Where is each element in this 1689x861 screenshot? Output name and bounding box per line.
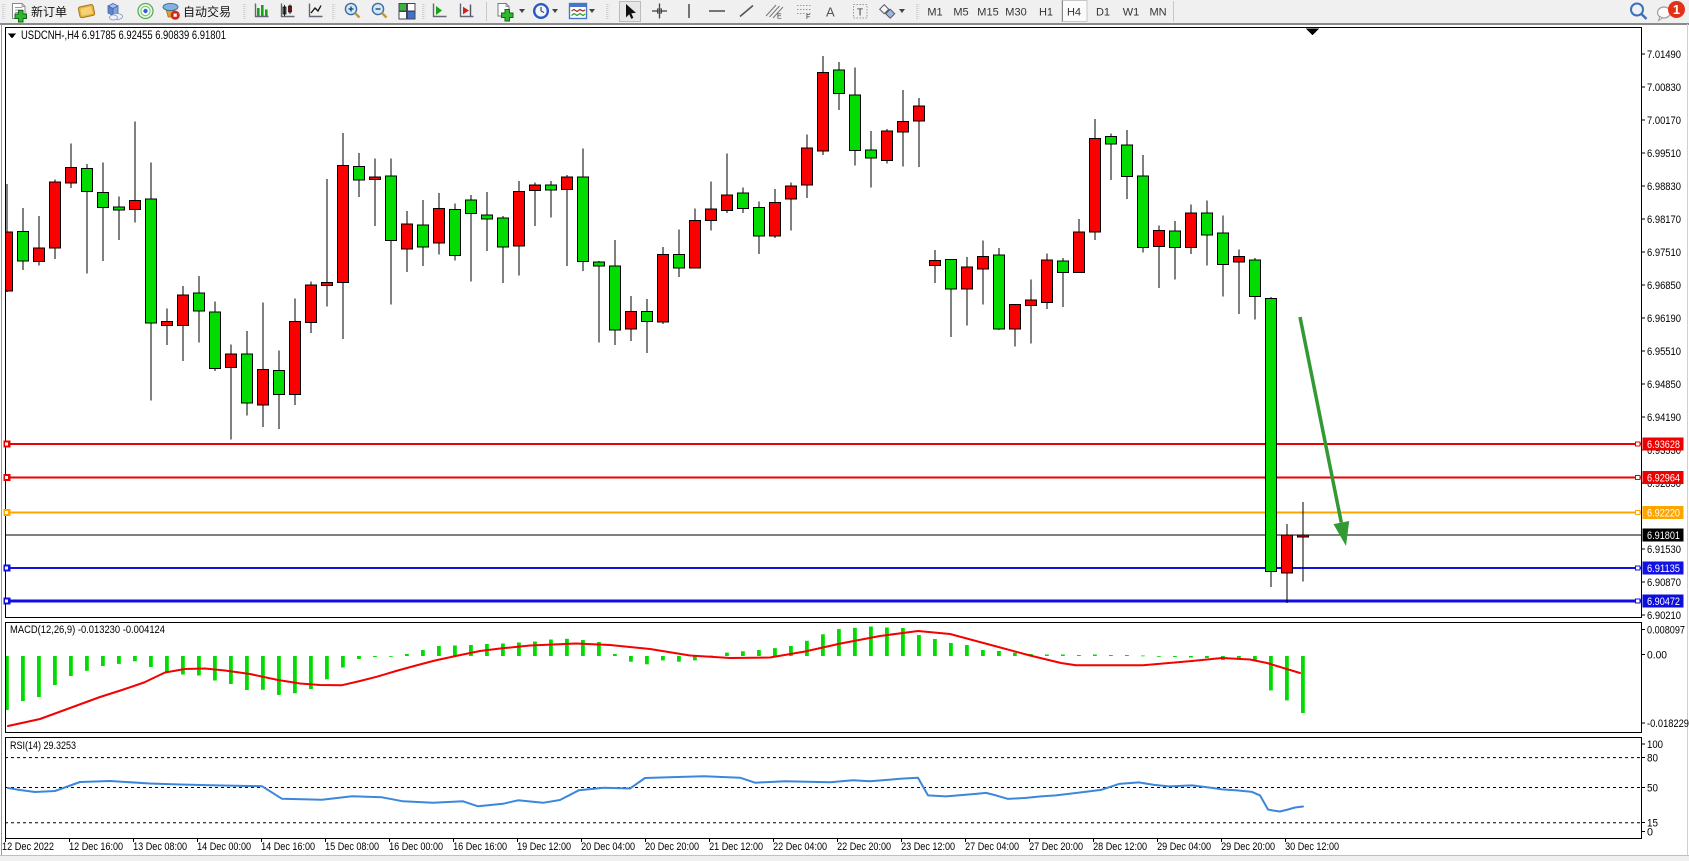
svg-text:H4: H4 [1067,7,1081,19]
svg-text:27 Dec 20:00: 27 Dec 20:00 [1029,841,1083,853]
svg-text:7.00830: 7.00830 [1647,82,1681,94]
svg-text:20 Dec 04:00: 20 Dec 04:00 [581,841,635,853]
svg-text:6.90210: 6.90210 [1647,610,1681,622]
svg-text:29 Dec 20:00: 29 Dec 20:00 [1221,841,1275,853]
svg-text:T: T [857,8,863,19]
svg-text:27 Dec 04:00: 27 Dec 04:00 [965,841,1019,853]
svg-text:MACD(12,26,9) -0.013230 -0.004: MACD(12,26,9) -0.013230 -0.004124 [10,624,165,636]
svg-text:80: 80 [1647,753,1658,765]
svg-text:30 Dec 12:00: 30 Dec 12:00 [1285,841,1339,853]
svg-text:6.98170: 6.98170 [1647,214,1681,226]
svg-text:6.91135: 6.91135 [1647,563,1680,575]
svg-text:0: 0 [1647,826,1653,838]
svg-text:100: 100 [1647,739,1663,751]
svg-text:6.92220: 6.92220 [1647,508,1680,520]
svg-text:6.99510: 6.99510 [1647,148,1681,160]
svg-text:M1: M1 [927,7,942,19]
svg-text:6.92964: 6.92964 [1647,473,1680,485]
svg-text:14 Dec 00:00: 14 Dec 00:00 [197,841,251,853]
svg-text:15 Dec 08:00: 15 Dec 08:00 [325,841,379,853]
svg-text:新订单: 新订单 [31,4,67,19]
svg-text:USDCNH-,H4 6.91785 6.92455 6.: USDCNH-,H4 6.91785 6.92455 6.90839 6.918… [21,30,226,42]
svg-text:0.008097: 0.008097 [1647,625,1685,637]
svg-text:-0.018229: -0.018229 [1647,718,1689,730]
svg-text:自动交易: 自动交易 [183,4,231,19]
svg-text:W1: W1 [1123,7,1140,19]
svg-text:16 Dec 16:00: 16 Dec 16:00 [453,841,507,853]
svg-text:13 Dec 08:00: 13 Dec 08:00 [133,841,187,853]
svg-text:6.90472: 6.90472 [1647,596,1680,608]
svg-text:21 Dec 12:00: 21 Dec 12:00 [709,841,763,853]
svg-text:19 Dec 12:00: 19 Dec 12:00 [517,841,571,853]
svg-text:6.93628: 6.93628 [1647,439,1680,451]
svg-text:0.00: 0.00 [1647,650,1667,662]
svg-text:D1: D1 [1096,7,1110,19]
svg-text:22 Dec 20:00: 22 Dec 20:00 [837,841,891,853]
svg-text:12 Dec 2022: 12 Dec 2022 [2,841,54,853]
svg-text:RSI(14) 29.3253: RSI(14) 29.3253 [10,740,76,752]
svg-text:M5: M5 [953,7,968,19]
svg-text:7.00170: 7.00170 [1647,115,1681,127]
svg-text:6.94850: 6.94850 [1647,379,1681,391]
svg-text:6.90870: 6.90870 [1647,577,1681,589]
svg-text:6.91530: 6.91530 [1647,544,1681,556]
svg-text:28 Dec 12:00: 28 Dec 12:00 [1093,841,1147,853]
svg-text:7.01490: 7.01490 [1647,49,1681,61]
svg-text:M15: M15 [977,7,998,19]
svg-text:F: F [806,14,810,21]
svg-text:15: 15 [1647,818,1658,830]
svg-text:6.98830: 6.98830 [1647,181,1681,193]
svg-text:6.91801: 6.91801 [1647,530,1680,542]
svg-text:6.95510: 6.95510 [1647,346,1681,358]
svg-text:6.97510: 6.97510 [1647,247,1681,259]
svg-text:MN: MN [1149,7,1166,19]
svg-text:14 Dec 16:00: 14 Dec 16:00 [261,841,315,853]
svg-text:H1: H1 [1039,7,1053,19]
svg-text:20 Dec 20:00: 20 Dec 20:00 [645,841,699,853]
svg-text:16 Dec 00:00: 16 Dec 00:00 [389,841,443,853]
svg-text:50: 50 [1647,783,1658,795]
svg-text:M30: M30 [1005,7,1026,19]
svg-text:A: A [826,5,835,20]
svg-text:6.96850: 6.96850 [1647,280,1681,292]
svg-text:29 Dec 04:00: 29 Dec 04:00 [1157,841,1211,853]
svg-text:E: E [777,14,782,21]
svg-text:23 Dec 12:00: 23 Dec 12:00 [901,841,955,853]
svg-text:22 Dec 04:00: 22 Dec 04:00 [773,841,827,853]
svg-text:6.94190: 6.94190 [1647,412,1681,424]
svg-text:6.96190: 6.96190 [1647,313,1681,325]
svg-text:12 Dec 16:00: 12 Dec 16:00 [69,841,123,853]
svg-text:1: 1 [1673,2,1680,17]
